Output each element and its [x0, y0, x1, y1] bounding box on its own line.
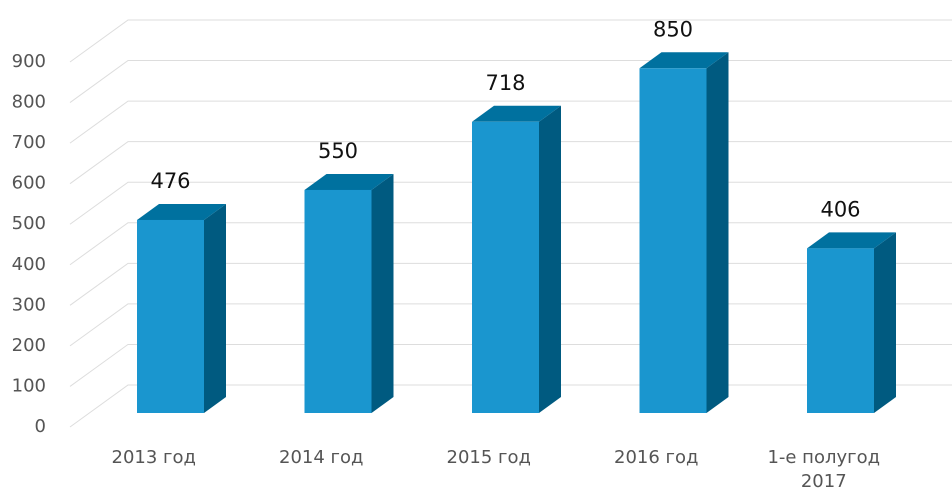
bar-side [874, 232, 896, 413]
y-tick-label: 900 [12, 51, 46, 72]
y-tick-label: 300 [12, 294, 46, 315]
bar-side [706, 52, 729, 414]
bar [304, 189, 372, 413]
bar-side [371, 173, 394, 413]
bar-side [539, 105, 561, 414]
x-tick-label: 1-е полугод 2017 [767, 447, 881, 491]
grid-line [69, 19, 952, 63]
y-tick-label: 700 [12, 132, 46, 153]
y-tick-label: 800 [12, 92, 46, 113]
y-tick-label: 200 [12, 335, 46, 356]
x-tick-label: 2015 год [446, 447, 531, 468]
x-tick-label: 2014 год [279, 447, 364, 468]
bar-side [204, 203, 226, 413]
y-tick-label: 500 [12, 213, 46, 234]
bar [807, 248, 874, 413]
value-label: 850 [653, 17, 693, 41]
value-label: 550 [318, 139, 358, 163]
bar [472, 121, 539, 414]
bar-top [807, 232, 896, 249]
x-tick-label: 2016 год [614, 447, 699, 468]
bar-top [639, 52, 729, 69]
value-label: 718 [485, 71, 525, 95]
bar [137, 219, 204, 413]
y-tick-label: 600 [12, 173, 46, 194]
value-label: 476 [150, 169, 190, 193]
y-tick-label: 400 [12, 254, 46, 275]
x-tick-label: 2013 год [111, 447, 196, 468]
bar-top [304, 173, 394, 190]
y-tick-label: 0 [35, 416, 46, 437]
y-tick-label: 100 [12, 375, 46, 396]
value-label: 406 [820, 197, 860, 221]
bar-top [472, 105, 561, 122]
bar [639, 68, 707, 414]
bar-top [137, 203, 226, 220]
